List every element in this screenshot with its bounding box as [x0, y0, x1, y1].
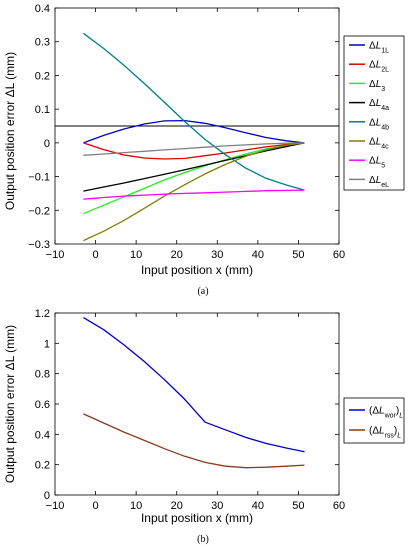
- series-line-1: [83, 142, 305, 160]
- chart-b-xlabel: Input position x (mm): [141, 511, 253, 525]
- y-tick-label: −0.2: [28, 205, 50, 217]
- legend-label-2: ΔL3: [369, 79, 385, 93]
- series-line-3: [83, 142, 305, 192]
- series-line-1: [83, 413, 305, 469]
- chart-a-legend: ΔL1L ΔL2L ΔL3 ΔL4a ΔL4b ΔL4c ΔL5 ΔLeL: [343, 35, 405, 191]
- x-tick-label: 10: [130, 500, 142, 512]
- chart-b-xticks: −10 0 10 20 30 40 50 60: [46, 313, 345, 512]
- y-tick-label: −0.3: [28, 239, 50, 251]
- y-tick-label: 0.8: [35, 369, 50, 381]
- y-tick-label: 0.4: [35, 3, 50, 15]
- x-tick-label: 50: [292, 500, 304, 512]
- chart-b-series: [83, 317, 305, 469]
- y-tick-label: 0.2: [35, 460, 50, 472]
- series-line-7: [83, 142, 305, 156]
- x-tick-label: 0: [93, 500, 99, 512]
- y-tick-label: 0.1: [35, 104, 50, 116]
- x-tick-label: 20: [171, 500, 183, 512]
- chart-b: Output position error ΔL (mm) −10 0 10 20 30…: [3, 308, 405, 545]
- x-tick-label: 40: [252, 500, 264, 512]
- series-line-5: [83, 142, 305, 242]
- chart-b-ylabel: Output position error ΔL (mm): [3, 325, 17, 483]
- chart-b-legend: (ΔLwor)L (ΔLrss)L: [343, 397, 405, 444]
- x-tick-label: −10: [46, 500, 65, 512]
- legend-label-5: ΔL4c: [369, 137, 389, 151]
- chart-b-plot-area: [54, 312, 340, 496]
- series-line-6: [83, 189, 305, 200]
- y-tick-label: 0.3: [35, 37, 50, 49]
- x-tick-label: 60: [333, 249, 345, 261]
- x-tick-label: 20: [171, 249, 183, 261]
- x-tick-label: 30: [211, 500, 223, 512]
- legend-label-7: ΔLeL: [369, 175, 389, 189]
- chart-a-xlabel: Input position x (mm): [141, 263, 253, 277]
- y-tick-label: 0.6: [35, 399, 50, 411]
- y-tick-label: 0.4: [35, 429, 50, 441]
- series-line-4: [83, 32, 305, 191]
- x-tick-label: 0: [93, 249, 99, 261]
- chart-a: Output position error ΔL (mm) −10 0 10 20 30…: [3, 3, 405, 297]
- y-tick-label: −0.1: [28, 172, 50, 184]
- chart-b-caption: (b): [197, 534, 209, 545]
- x-tick-label: 50: [292, 249, 304, 261]
- chart-a-yticks: −0.3 −0.2 −0.1 0 0.1 0.2 0.3 0.4: [28, 3, 339, 251]
- chart-a-caption: (a): [197, 286, 208, 297]
- chart-a-legend-box: [343, 35, 405, 191]
- legend-label-1: (ΔLrss)L: [369, 426, 401, 440]
- chart-b-yticks: 0 0.2 0.4 0.6 0.8 1 1.2: [35, 308, 339, 502]
- x-tick-label: 10: [130, 249, 142, 261]
- legend-label-0: ΔL1L: [369, 41, 389, 55]
- series-line-0: [83, 119, 305, 144]
- y-tick-label: 0.2: [35, 70, 50, 82]
- legend-label-0: (ΔLwor)L: [369, 406, 403, 420]
- series-line-0: [83, 317, 305, 453]
- legend-label-1: ΔL2L: [369, 60, 389, 74]
- chart-a-series: [83, 32, 305, 242]
- chart-a-xticks: −10 0 10 20 30 40 50 60: [46, 8, 345, 261]
- legend-label-4: ΔL4b: [369, 117, 389, 131]
- series-line-2: [83, 142, 305, 215]
- legend-label-3: ΔL4a: [369, 98, 389, 112]
- y-tick-label: 0: [44, 138, 50, 150]
- y-tick-label: 1.2: [35, 308, 50, 320]
- y-tick-label: 0: [44, 490, 50, 502]
- chart-a-ylabel: Output position error ΔL (mm): [3, 52, 17, 210]
- x-tick-label: 30: [211, 249, 223, 261]
- y-tick-label: 1: [44, 338, 50, 350]
- chart-b-legend-box: [343, 397, 405, 444]
- x-tick-label: 40: [252, 249, 264, 261]
- x-tick-label: −10: [46, 249, 65, 261]
- legend-label-6: ΔL5: [369, 156, 385, 170]
- x-tick-label: 60: [333, 500, 345, 512]
